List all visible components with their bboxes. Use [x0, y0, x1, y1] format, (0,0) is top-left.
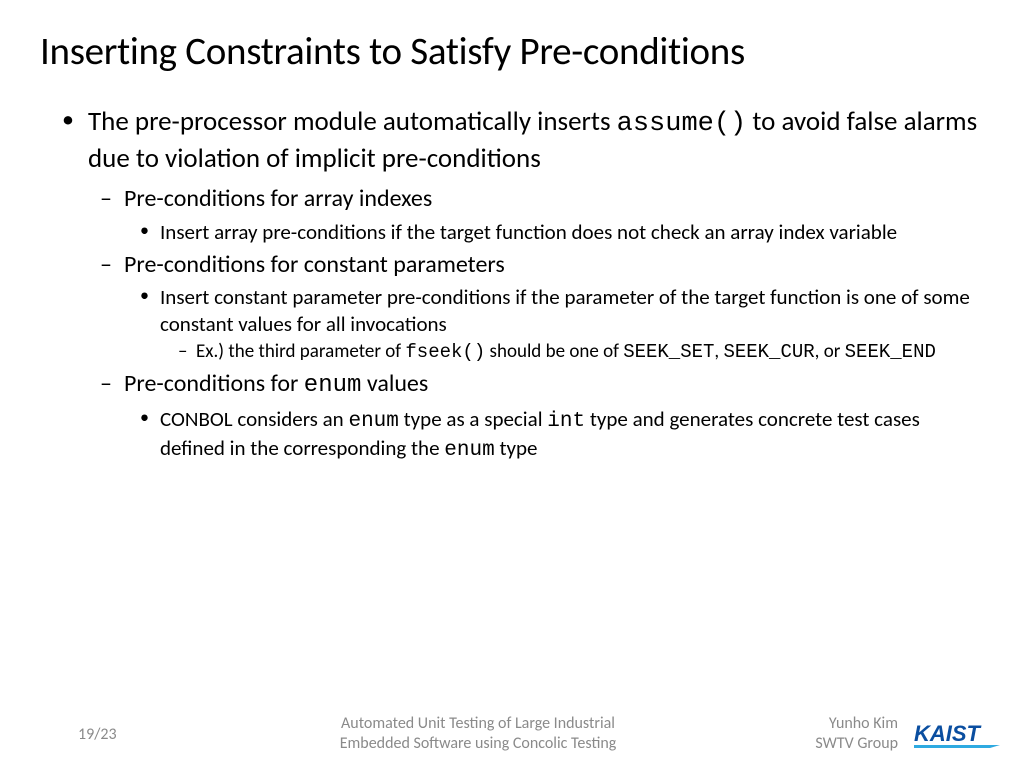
- svg-text:KAIST: KAIST: [914, 721, 982, 746]
- bullet-main: The pre-processor module automatically i…: [60, 105, 984, 465]
- code-enum-2: enum: [444, 439, 494, 462]
- code-enum-1: enum: [348, 410, 398, 433]
- sub-array-label: Pre-conditions for array indexes: [124, 184, 432, 213]
- sub-enum: Pre-conditions for enum values CONBOL co…: [96, 369, 984, 465]
- slide-title: Inserting Constraints to Satisfy Pre-con…: [40, 28, 984, 75]
- code-seek-end: SEEK_END: [845, 341, 936, 363]
- page-number: 19/23: [78, 725, 198, 744]
- sub-constant: Pre-conditions for constant parameters I…: [96, 250, 984, 365]
- sub-constant-label: Pre-conditions for constant parameters: [124, 250, 505, 279]
- footer-author: Yunho Kim SWTV Group: [758, 714, 898, 754]
- sub-list: Pre-conditions for array indexes Insert …: [96, 184, 984, 465]
- sub-constant-detail: Insert constant parameter pre-conditions…: [136, 284, 984, 364]
- sub-enum-label-pre: Pre-conditions for: [124, 369, 304, 398]
- sub-enum-label-post: values: [361, 369, 428, 398]
- sub-constant-example: Ex.) the third parameter of fseek() shou…: [174, 340, 984, 365]
- bullet-list: The pre-processor module automatically i…: [60, 105, 984, 465]
- bullet-text-pre: The pre-processor module automatically i…: [88, 105, 617, 138]
- slide-footer: 19/23 Automated Unit Testing of Large In…: [0, 714, 1024, 754]
- footer-center: Automated Unit Testing of Large Industri…: [198, 714, 758, 754]
- code-seek-set: SEEK_SET: [623, 341, 714, 363]
- code-int: int: [547, 410, 585, 433]
- code-fseek: fseek(): [405, 341, 485, 363]
- code-enum-label: enum: [304, 372, 362, 399]
- sub-array-detail: Insert array pre-conditions if the targe…: [136, 219, 984, 246]
- kaist-logo: KAIST: [914, 719, 1000, 749]
- sub-array: Pre-conditions for array indexes Insert …: [96, 184, 984, 246]
- code-seek-cur: SEEK_CUR: [723, 341, 814, 363]
- code-assume: assume(): [617, 109, 747, 139]
- sub-enum-detail: CONBOL considers an enum type as a speci…: [136, 406, 984, 466]
